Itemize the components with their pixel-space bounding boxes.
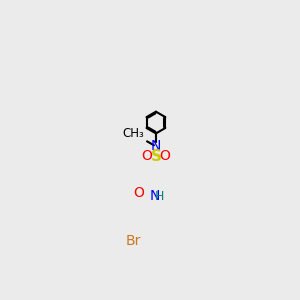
Text: O: O [159, 149, 170, 163]
Text: CH₃: CH₃ [123, 127, 145, 140]
Text: N: N [151, 139, 161, 153]
Text: O: O [142, 149, 152, 163]
Text: N: N [150, 189, 160, 203]
Text: H: H [155, 190, 165, 203]
Text: Br: Br [125, 234, 141, 248]
Text: O: O [134, 186, 145, 200]
Text: S: S [150, 148, 161, 164]
